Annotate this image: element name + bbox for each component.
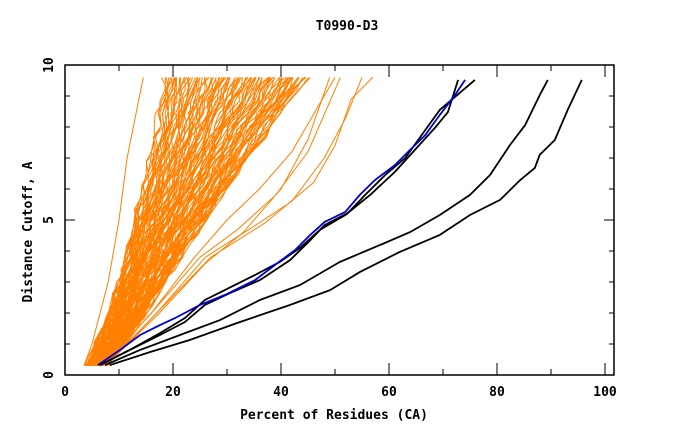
- black-model-curve: [99, 79, 459, 366]
- orange-model-curve: [98, 77, 236, 366]
- highlighted-model-curve: [97, 79, 466, 366]
- x-tick-label: 0: [61, 385, 69, 400]
- x-tick-label: 20: [165, 385, 181, 400]
- black-model-curve: [109, 79, 583, 366]
- y-tick-labels: 0 5 10: [42, 57, 57, 379]
- chart-title: T0990-D3: [316, 19, 379, 34]
- orange-model-curve: [102, 77, 336, 367]
- orange-model-curve: [105, 77, 331, 367]
- orange-model-curve: [90, 77, 227, 366]
- orange-model-curve: [83, 77, 169, 367]
- x-tick-label: 40: [273, 385, 289, 400]
- orange-model-curve: [101, 77, 261, 366]
- x-tick-label: 80: [489, 385, 505, 400]
- x-axis-label: Percent of Residues (CA): [240, 408, 428, 423]
- orange-model-curve: [83, 77, 144, 366]
- black-models-layer: [99, 79, 583, 366]
- orange-model-curve: [104, 77, 300, 366]
- x-tick-labels: 0 20 40 60 80 100: [61, 385, 617, 400]
- black-model-curve: [104, 79, 549, 366]
- orange-model-curve: [105, 77, 374, 367]
- orange-model-curve: [83, 77, 176, 366]
- orange-model-curve: [85, 77, 178, 366]
- orange-model-curve: [105, 77, 311, 366]
- orange-model-curve: [101, 77, 299, 367]
- orange-model-curve: [93, 77, 201, 366]
- x-tick-label: 60: [381, 385, 397, 400]
- orange-model-curve: [95, 77, 247, 366]
- other-models-layer: [83, 77, 374, 367]
- y-tick-label: 5: [42, 216, 57, 224]
- orange-model-curve: [102, 77, 341, 367]
- axis-ticks: [64, 64, 614, 376]
- orange-model-curve: [98, 77, 269, 366]
- y-tick-label: 0: [42, 371, 57, 379]
- y-axis-label: Distance Cutoff, A: [21, 161, 36, 302]
- orange-model-curve: [95, 77, 256, 366]
- highlighted-model-layer: [97, 79, 466, 366]
- y-tick-label: 10: [42, 57, 57, 73]
- x-tick-label: 100: [593, 385, 617, 400]
